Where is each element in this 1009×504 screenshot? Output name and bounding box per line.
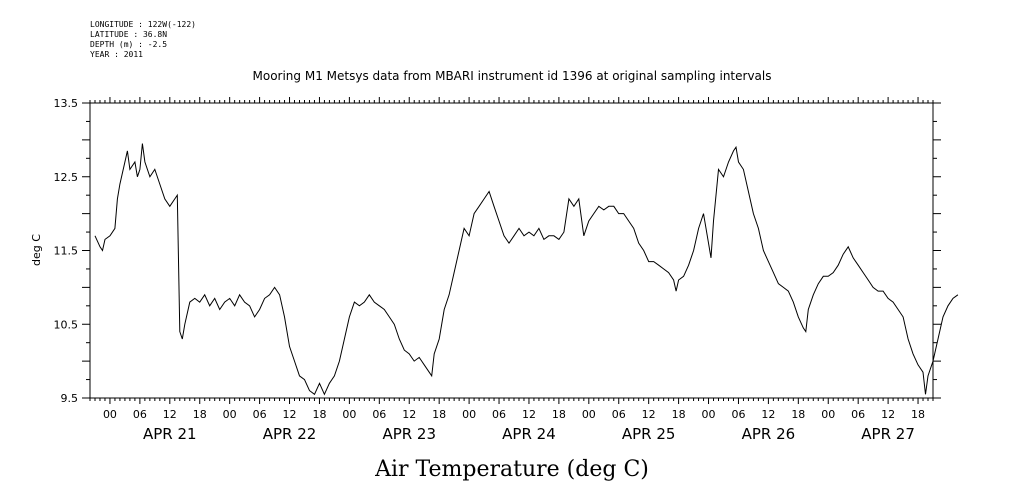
x-tick-label: 06 [492, 408, 506, 421]
y-tick-label: 10.5 [54, 318, 79, 331]
x-tick-label: 12 [642, 408, 656, 421]
x-tick-label: 18 [552, 408, 566, 421]
x-tick-label: 06 [133, 408, 147, 421]
x-tick-label: 12 [163, 408, 177, 421]
day-label: APR 24 [502, 425, 556, 443]
y-tick-labels: 13.5 12.5 11.5 10.5 9.5 [54, 97, 79, 405]
x-tick-label: 12 [283, 408, 297, 421]
x-tick-label: 06 [253, 408, 267, 421]
day-label: APR 25 [622, 425, 676, 443]
x-tick-label: 18 [791, 408, 805, 421]
x-axis-label: Air Temperature (deg C) [374, 457, 649, 482]
x-tick-label: 00 [582, 408, 596, 421]
longitude-text: LONGITUDE : 122W(-122) [90, 20, 196, 29]
y-tick-label: 13.5 [54, 97, 79, 110]
day-label: APR 27 [861, 425, 915, 443]
y-tick-label: 12.5 [54, 171, 79, 184]
day-label: APR 22 [263, 425, 317, 443]
day-label: APR 26 [742, 425, 796, 443]
day-label: APR 23 [382, 425, 436, 443]
x-tick-label: 18 [672, 408, 686, 421]
x-tick-label: 00 [462, 408, 476, 421]
air-temperature-line [94, 143, 959, 396]
x-tick-label: 12 [522, 408, 536, 421]
x-tick-label: 12 [402, 408, 416, 421]
day-labels: APR 21 APR 22 APR 23 APR 24 APR 25 APR 26 APR … [143, 425, 915, 443]
x-tick-label: 12 [761, 408, 775, 421]
x-tick-label: 00 [342, 408, 356, 421]
x-tick-label: 18 [193, 408, 207, 421]
x-tick-label: 00 [103, 408, 117, 421]
year-text: YEAR : 2011 [90, 50, 143, 59]
x-tick-label: 18 [312, 408, 326, 421]
x-tick-label: 00 [702, 408, 716, 421]
x-tick-label: 06 [612, 408, 626, 421]
x-tick-label: 12 [881, 408, 895, 421]
day-label: APR 21 [143, 425, 197, 443]
x-tick-label: 00 [821, 408, 835, 421]
y-tick-label: 9.5 [61, 392, 79, 405]
chart-title: Mooring M1 Metsys data from MBARI instru… [253, 69, 772, 83]
x-tick-label: 06 [372, 408, 386, 421]
x-tick-label: 06 [851, 408, 865, 421]
x-tick-label: 06 [731, 408, 745, 421]
y-axis-label: deg C [30, 234, 43, 266]
plot-frame [89, 102, 934, 399]
depth-text: DEPTH (m) : -2.5 [90, 40, 168, 49]
metadata-block: LONGITUDE : 122W(-122) LATITUDE : 36.8N … [90, 20, 196, 60]
x-tick-label: 00 [223, 408, 237, 421]
x-tick-labels: 00 06 12 18 00 06 12 18 00 06 12 18 00 06 12 18 00 06 12 18… [103, 408, 925, 421]
latitude-text: LATITUDE : 36.8N [90, 30, 168, 39]
y-tick-label: 11.5 [54, 245, 79, 258]
axis-ticks [82, 97, 941, 404]
x-tick-label: 18 [911, 408, 925, 421]
x-tick-label: 18 [432, 408, 446, 421]
